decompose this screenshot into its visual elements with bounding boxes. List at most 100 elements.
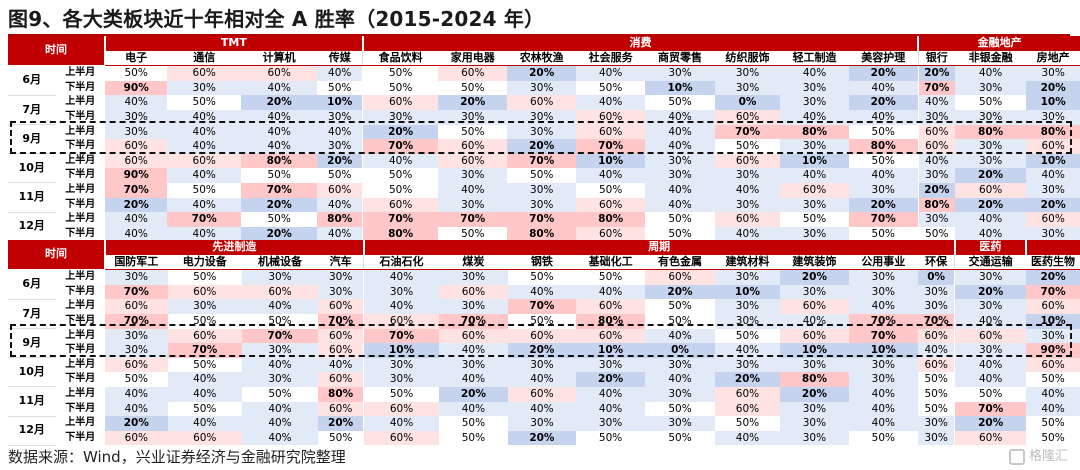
winrate-cell: 80% bbox=[1026, 124, 1080, 140]
winrate-cell: 60% bbox=[318, 343, 364, 358]
winrate-cell: 80% bbox=[954, 124, 1027, 140]
winrate-cell: 40% bbox=[167, 168, 242, 183]
table-row: 下半月 90% 40% 50% 50% 50% 30% 50% 40% 30% 30% 40% 40% 3… bbox=[8, 168, 1080, 183]
winrate-cell: 60% bbox=[918, 357, 955, 373]
sector-header: 公用事业 bbox=[848, 254, 919, 271]
winrate-cell: 70% bbox=[241, 328, 319, 344]
winrate-cell: 40% bbox=[848, 168, 919, 183]
winrate-cell: 20% bbox=[848, 95, 919, 110]
sector-group-header: 先进制造 bbox=[104, 240, 364, 255]
month-label: 9月 bbox=[8, 124, 56, 155]
september-highlight-bottom bbox=[10, 324, 1072, 357]
winrate-cell: 40% bbox=[167, 109, 242, 125]
sector-header: 轻工制造 bbox=[780, 50, 849, 67]
half-month-label: 上半月 bbox=[55, 269, 106, 285]
winrate-cell: 30% bbox=[645, 153, 715, 169]
winrate-cell: 50% bbox=[241, 386, 319, 402]
table-row: 下半月 60% 40% 40% 30% 70% 60% 20% 70% 40% 50% 30% 80% 6… bbox=[8, 139, 1080, 154]
winrate-cell: 60% bbox=[105, 430, 168, 446]
winrate-cell: 40% bbox=[918, 343, 955, 358]
winrate-cell: 80% bbox=[317, 212, 363, 227]
winrate-cell: 20% bbox=[954, 197, 1027, 213]
winrate-cell: 50% bbox=[645, 95, 715, 110]
winrate-cell: 10% bbox=[714, 284, 781, 300]
sector-group-header: 金融地产 bbox=[917, 36, 1080, 51]
winrate-cell: 40% bbox=[575, 386, 646, 402]
winrate-cell: 60% bbox=[318, 372, 364, 387]
winrate-cell: 60% bbox=[1026, 212, 1080, 227]
winrate-cell: 30% bbox=[167, 299, 242, 314]
table-row: 下半月 30% 40% 40% 30% 30% 30% 30% 60% 40% 60% 40% 40% 3… bbox=[8, 109, 1080, 125]
winrate-cell: 40% bbox=[575, 284, 646, 300]
winrate-cell: 60% bbox=[438, 65, 508, 81]
winrate-cell: 40% bbox=[105, 226, 168, 242]
sector-header: 电力设备 bbox=[167, 254, 242, 271]
sector-header: 机械设备 bbox=[241, 254, 319, 271]
winrate-cell: 0% bbox=[918, 269, 955, 285]
winrate-cell: 40% bbox=[645, 372, 715, 387]
winrate-cell: 40% bbox=[507, 372, 576, 387]
month-label: 11月 bbox=[8, 386, 56, 417]
sector-header: 石油石化 bbox=[363, 254, 439, 271]
winrate-cell: 40% bbox=[362, 153, 439, 169]
winrate-cell: 30% bbox=[954, 269, 1027, 285]
winrate-cell: 30% bbox=[645, 386, 715, 402]
winrate-cell: 40% bbox=[848, 416, 919, 431]
table-row: 下半月 70% 60% 60% 30% 30% 60% 40% 40% 20% 10% 30% 30% 3… bbox=[8, 284, 1080, 300]
table-row: 12月 上半月 40% 70% 50% 80% 70% 70% 70% 80% 50% 60% 50% 7… bbox=[8, 212, 1080, 242]
winrate-cell: 40% bbox=[363, 269, 439, 285]
sector-group-header bbox=[1025, 240, 1080, 255]
winrate-cell: 50% bbox=[105, 65, 168, 81]
winrate-cell: 40% bbox=[575, 168, 646, 183]
winrate-cell: 30% bbox=[848, 284, 919, 300]
winrate-cell: 40% bbox=[241, 139, 318, 154]
half-month-label: 下半月 bbox=[55, 430, 106, 446]
winrate-cell: 60% bbox=[1026, 139, 1080, 154]
winrate-cell: 40% bbox=[241, 357, 319, 373]
winrate-cell: 50% bbox=[848, 430, 919, 446]
winrate-cell: 30% bbox=[167, 80, 242, 96]
winrate-cell: 10% bbox=[1026, 153, 1080, 169]
winrate-cell: 30% bbox=[317, 109, 363, 125]
winrate-cell: 40% bbox=[1026, 386, 1080, 402]
month-label: 7月 bbox=[8, 95, 56, 126]
winrate-cell: 60% bbox=[1026, 357, 1080, 373]
half-month-label: 上半月 bbox=[55, 416, 106, 431]
winrate-cell: 50% bbox=[167, 269, 242, 285]
winrate-cell: 0% bbox=[645, 343, 715, 358]
winrate-cell: 60% bbox=[714, 153, 781, 169]
winrate-cell: 60% bbox=[105, 139, 168, 154]
winrate-cell: 40% bbox=[241, 416, 319, 431]
winrate-cell: 70% bbox=[438, 212, 508, 227]
winrate-cell: 30% bbox=[918, 430, 955, 446]
winrate-cell: 60% bbox=[954, 430, 1027, 446]
winrate-cell: 60% bbox=[105, 153, 168, 169]
sector-header: 计算机 bbox=[241, 50, 318, 67]
winrate-cell: 40% bbox=[1026, 401, 1080, 417]
sector-group-header: TMT bbox=[104, 36, 363, 51]
winrate-cell: 30% bbox=[780, 284, 849, 300]
winrate-cell: 20% bbox=[507, 65, 576, 81]
sector-header: 社会服务 bbox=[575, 50, 646, 67]
winrate-cell: 50% bbox=[1026, 416, 1080, 431]
winrate-cell: 30% bbox=[507, 416, 576, 431]
half-month-label: 下半月 bbox=[55, 343, 106, 358]
winrate-cell: 20% bbox=[362, 124, 439, 140]
winrate-cell: 20% bbox=[507, 430, 576, 446]
month-label: 10月 bbox=[8, 357, 56, 388]
winrate-cell: 40% bbox=[167, 416, 242, 431]
winrate-cell: 40% bbox=[954, 372, 1027, 387]
winrate-cell: 40% bbox=[714, 182, 781, 198]
winrate-cell: 60% bbox=[167, 284, 242, 300]
winrate-cell: 60% bbox=[954, 328, 1027, 344]
table-row: 11月 上半月 40% 40% 50% 80% 50% 20% 60% 40% 30% 60% 20% 4… bbox=[8, 386, 1080, 417]
winrate-cell: 40% bbox=[507, 401, 576, 417]
table-row: 7月 上半月 40% 50% 20% 10% 60% 20% 60% 40% 50% 0% 30% 20%… bbox=[8, 95, 1080, 126]
winrate-cell: 70% bbox=[848, 328, 919, 344]
winrate-cell: 60% bbox=[645, 269, 715, 285]
winrate-cell: 30% bbox=[318, 269, 364, 285]
table-row: 6月 上半月 30% 50% 30% 30% 40% 30% 50% 50% 60% 30% 20% 30… bbox=[8, 269, 1080, 300]
winrate-cell: 50% bbox=[1026, 372, 1080, 387]
winrate-cell: 40% bbox=[954, 357, 1027, 373]
winrate-cell: 40% bbox=[954, 226, 1027, 242]
